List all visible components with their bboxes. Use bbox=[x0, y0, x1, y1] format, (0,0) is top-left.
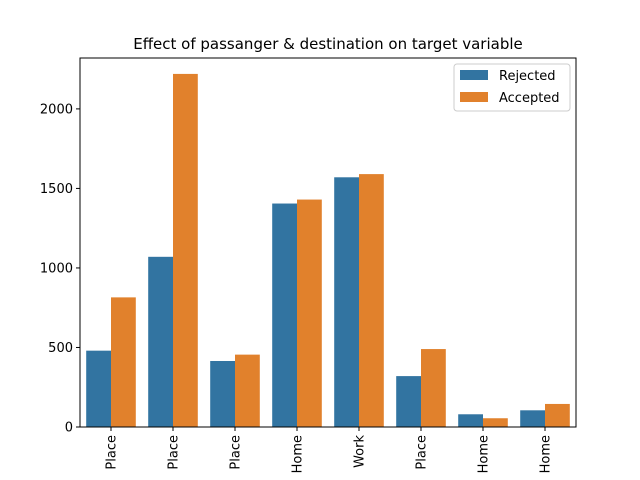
x-tick-label: Work bbox=[353, 435, 368, 468]
legend-swatch-accepted bbox=[460, 92, 488, 102]
y-tick-label: 2000 bbox=[40, 102, 73, 117]
bar-rejected-2 bbox=[210, 360, 235, 427]
plot-frame bbox=[79, 57, 577, 428]
bar-accepted-4 bbox=[359, 174, 384, 427]
bar-accepted-5 bbox=[421, 349, 446, 427]
y-tick-label: 1000 bbox=[40, 261, 73, 276]
bar-accepted-2 bbox=[235, 354, 260, 427]
bar-rejected-1 bbox=[148, 256, 173, 427]
legend-label-rejected: Rejected bbox=[499, 69, 556, 84]
bar-rejected-4 bbox=[334, 177, 359, 427]
x-tick-label: Home bbox=[291, 435, 306, 473]
legend-swatch-rejected bbox=[460, 70, 488, 80]
legend: Rejected Accepted bbox=[453, 63, 571, 112]
y-tick-label: 1500 bbox=[40, 182, 73, 197]
x-tick-label: Place bbox=[415, 435, 430, 470]
legend-label-accepted: Accepted bbox=[499, 91, 560, 106]
x-tick-label: Place bbox=[167, 435, 182, 470]
x-axis: Place Place Place Home Work Place Home Home bbox=[105, 427, 554, 473]
bar-accepted-1 bbox=[173, 73, 198, 427]
bar-accepted-3 bbox=[297, 199, 322, 427]
x-tick-label: Home bbox=[539, 435, 554, 473]
x-tick-label: Place bbox=[105, 435, 120, 470]
y-tick-label: 0 bbox=[65, 421, 73, 436]
bar-accepted-7 bbox=[545, 403, 570, 427]
bar-rejected-3 bbox=[272, 203, 297, 427]
x-tick-label: Place bbox=[229, 435, 244, 470]
x-tick-label: Home bbox=[477, 435, 492, 473]
bar-accepted-6 bbox=[483, 418, 508, 427]
bar-accepted-0 bbox=[111, 297, 136, 427]
bar-rejected-0 bbox=[86, 350, 111, 427]
y-axis: 0 500 1000 1500 2000 bbox=[40, 102, 80, 436]
bars-layer bbox=[86, 73, 570, 427]
y-tick-label: 500 bbox=[48, 341, 73, 356]
bar-rejected-7 bbox=[520, 410, 545, 427]
bar-rejected-5 bbox=[396, 376, 421, 427]
bar-rejected-6 bbox=[458, 414, 483, 427]
chart-title: Effect of passanger & destination on tar… bbox=[133, 35, 523, 53]
